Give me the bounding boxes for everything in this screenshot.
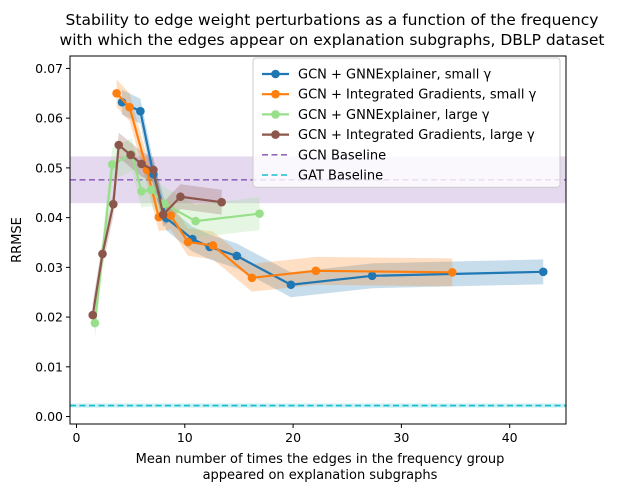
series-1-point-6 [208,241,218,250]
series-2-point-4 [146,185,156,195]
series-band-0 [121,89,544,298]
x-axis-label-line-1: Mean number of times the edges in the fr… [136,452,505,467]
series-line-3 [91,143,222,316]
series-3-point-3 [114,140,124,150]
axes-frame [69,55,567,425]
x-axis-label-line-2: appeared on explanation subgraphs [203,468,438,483]
legend-marker-1 [271,89,280,99]
legend-label-0: GCN + GNNExplainer, small γ [298,68,492,83]
series-2-point-3 [137,186,146,196]
series-3-point-7 [158,210,168,219]
x-tick-label-4: 40 [502,430,518,445]
series-1-point-0 [112,88,121,98]
legend-marker-3 [271,130,280,139]
chart-title-line-1: Stability to edge weight perturbations a… [66,11,599,29]
series-0-point-9 [538,267,548,277]
series-0-point-7 [286,280,296,290]
series-3-point-5 [137,159,146,169]
series-3-point-0 [88,310,98,320]
x-tick-label-1: 10 [177,430,193,445]
series-line-1 [115,92,453,279]
legend-marker-2 [271,110,280,119]
series-2-point-7 [255,209,264,218]
series-1-point-1 [125,102,134,112]
chart-title-line-2: with which the edges appear on explanati… [60,31,605,49]
series-3-point-6 [149,165,158,175]
legend: GCN + GNNExplainer, small γ GCN + Integra… [252,57,561,188]
series-3-point-2 [109,199,118,209]
series-2-point-0 [90,318,100,328]
y-tick-label-7: 0.07 [35,61,63,76]
series-2-point-6 [191,216,200,226]
y-tick-label-3: 0.03 [35,260,63,275]
series-3-point-1 [98,249,107,259]
axes: 0 10 20 30 40 0.00 0.01 0.02 0.03 0.04 0.05 0.06 0.0… [35,55,567,445]
series-1-point-5 [183,237,193,247]
x-tick-label-3: 30 [393,430,409,445]
x-tick-label-2: 20 [285,430,301,445]
y-tick-label-5: 0.05 [35,160,63,175]
y-tick-label-0: 0.00 [35,409,63,424]
series-0-point-6 [232,251,242,261]
y-tick-label-1: 0.01 [35,359,63,374]
legend-marker-0 [271,69,280,79]
y-tick-label-2: 0.02 [35,310,63,325]
x-tick-label-0: 0 [73,430,81,445]
series-3-point-4 [126,150,135,160]
legend-label-4: GCN Baseline [298,148,386,163]
series-1-point-4 [166,211,176,220]
y-tick-label-6: 0.06 [35,111,63,126]
series-1-point-7 [247,273,257,283]
series-3-point-9 [217,197,226,207]
x-axis-label: Mean number of times the edges in the fr… [136,452,505,483]
y-axis-label: RRMSE [10,217,25,263]
series-band-1 [116,79,453,292]
legend-label-2: GCN + GNNExplainer, large γ [298,108,490,123]
legend-label-1: GCN + Integrated Gradients, small γ [298,88,537,103]
legend-box [252,57,561,188]
series-0-point-8 [367,271,377,281]
series-band-2 [94,138,260,340]
series-0-point-1 [136,106,145,116]
series-1-point-8 [311,266,321,276]
series-2-point-1 [107,160,117,169]
y-tick-label-4: 0.04 [35,210,63,225]
series-3-point-8 [176,192,185,202]
legend-label-5: GAT Baseline [298,169,383,184]
chart-title: Stability to edge weight perturbations a… [60,11,605,49]
series-1-point-9 [447,268,457,277]
legend-label-3: GCN + Integrated Gradients, large γ [298,128,535,143]
